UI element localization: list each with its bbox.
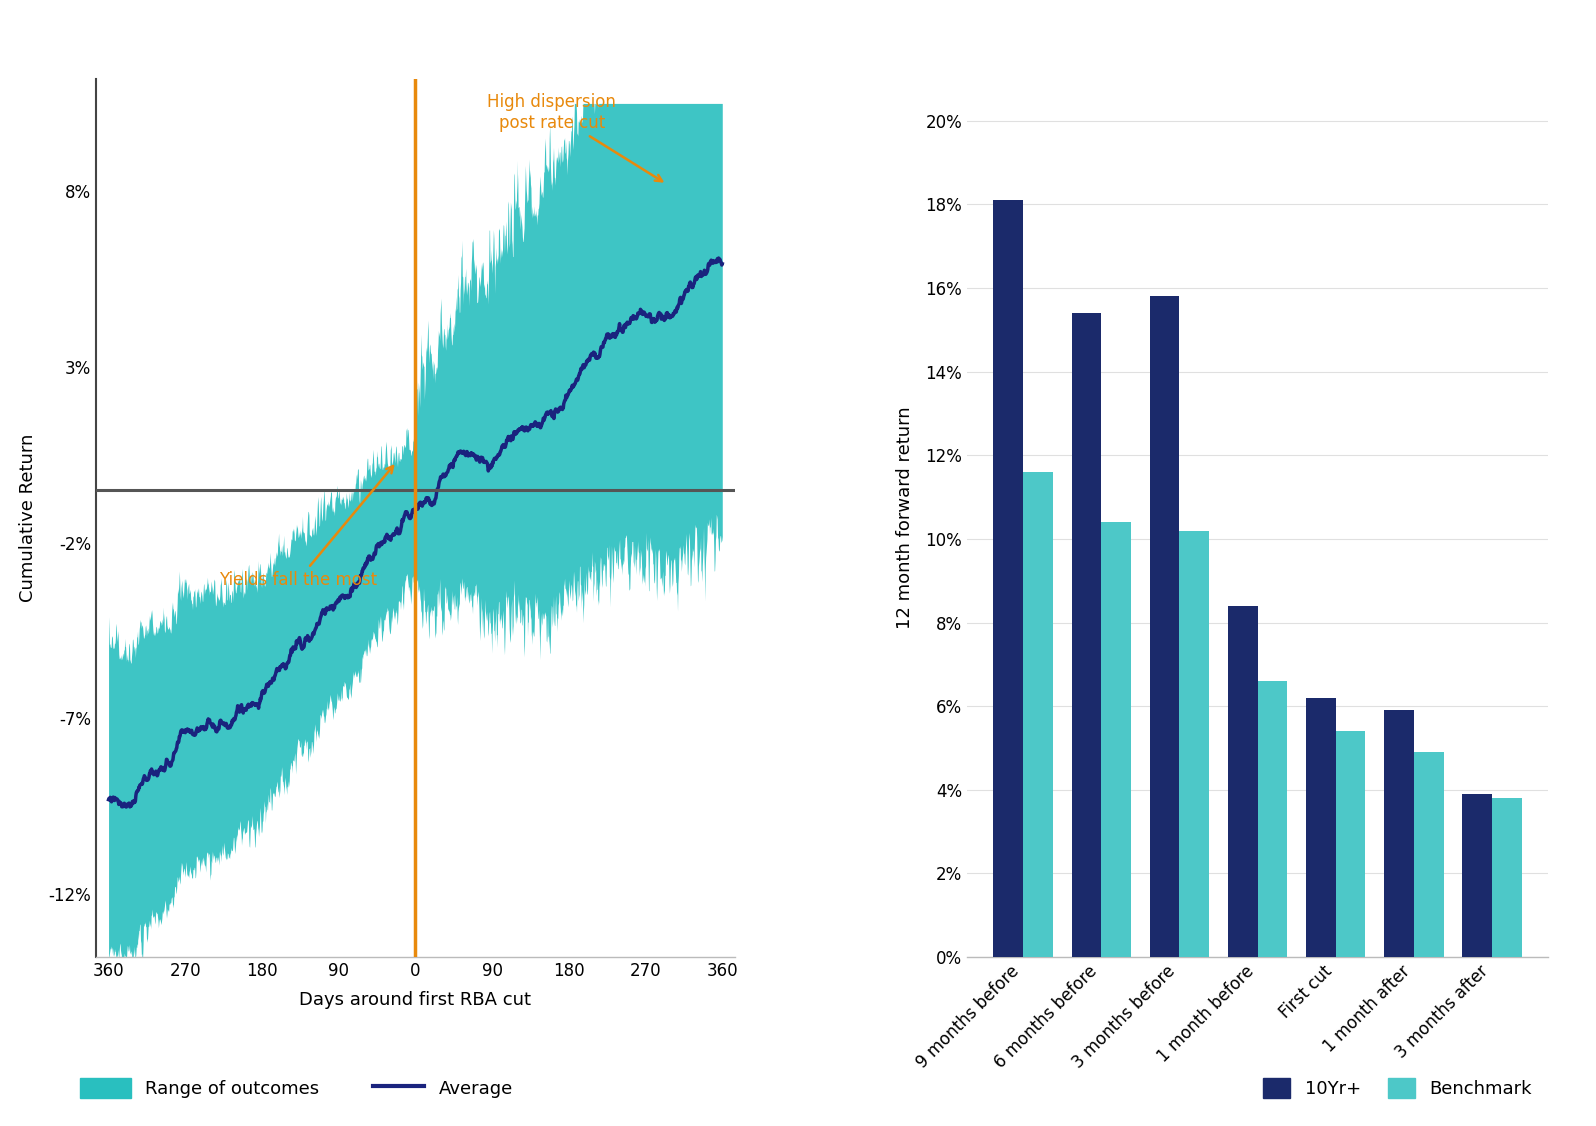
Bar <box>993 200 1023 957</box>
Bar <box>1336 731 1366 957</box>
Bar <box>1306 698 1336 957</box>
Bar <box>1258 681 1288 957</box>
Bar <box>1492 798 1521 957</box>
Bar <box>1227 606 1258 957</box>
Bar <box>1023 472 1053 957</box>
Legend: Range of outcomes, Average: Range of outcomes, Average <box>73 1071 520 1106</box>
Bar <box>1384 711 1414 957</box>
Y-axis label: 12 month forward return: 12 month forward return <box>895 406 915 629</box>
Bar <box>1462 794 1492 957</box>
Y-axis label: Cumulative Return: Cumulative Return <box>19 434 37 602</box>
Bar <box>1179 530 1210 957</box>
Bar <box>1071 313 1101 957</box>
Bar <box>1101 522 1132 957</box>
Text: High dispersion
post rate cut: High dispersion post rate cut <box>487 93 662 181</box>
Legend: 10Yr+, Benchmark: 10Yr+, Benchmark <box>1256 1071 1539 1106</box>
Text: Yields fall the most: Yields fall the most <box>219 466 393 589</box>
Bar <box>1149 296 1179 957</box>
Bar <box>1414 752 1443 957</box>
X-axis label: Days around first RBA cut: Days around first RBA cut <box>300 991 531 1009</box>
